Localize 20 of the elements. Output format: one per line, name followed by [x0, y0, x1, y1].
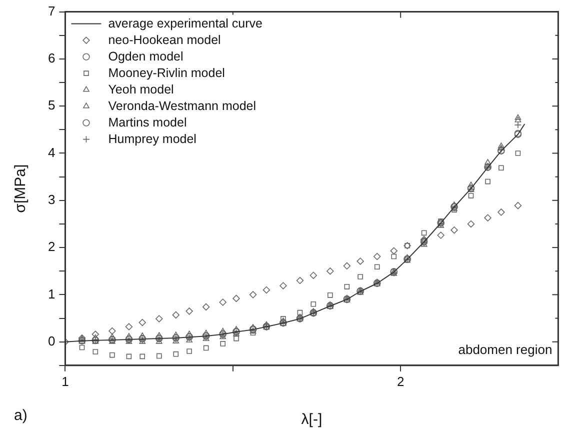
y-tick-label: 3	[48, 192, 56, 207]
x-axis-title: λ[-]	[301, 411, 322, 428]
y-tick-label: 5	[48, 98, 56, 113]
y-tick-label: 2	[48, 239, 56, 254]
legend-label: Veronda-Westmann model	[108, 98, 256, 113]
legend-label: average experimental curve	[108, 16, 263, 30]
y-tick-label: 4	[48, 144, 56, 160]
y-axis-title: σ[MPa]	[12, 164, 30, 213]
legend-label: Yeoh model	[108, 82, 174, 96]
y-tick-label: 6	[48, 50, 56, 66]
y-tick-label: 0	[48, 333, 56, 348]
legend-label: Mooney-Rivlin model	[108, 66, 225, 80]
legend-label: Martins model	[108, 115, 187, 130]
legend-label: neo-Hookean model	[108, 32, 221, 47]
text: a)	[14, 407, 28, 424]
y-tick-label: 7	[48, 3, 56, 18]
y-tick-label: 1	[48, 286, 56, 302]
legend-label: Ogden model	[108, 49, 184, 64]
annotation: abdomen region	[458, 342, 552, 357]
legend-label: Humprey model	[108, 132, 196, 146]
